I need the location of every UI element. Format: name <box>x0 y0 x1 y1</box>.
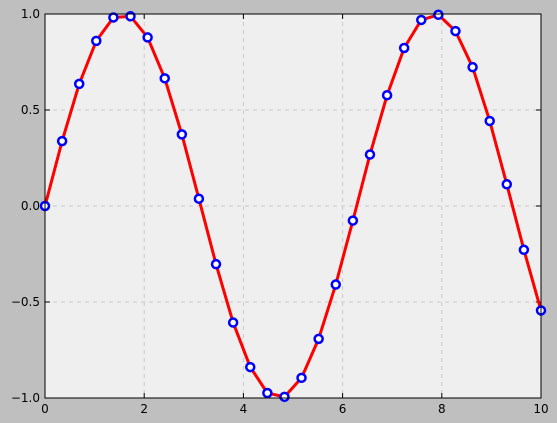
data-point <box>484 115 495 127</box>
x-tick-label: 0 <box>41 402 49 416</box>
x-tick-label: 6 <box>339 402 347 416</box>
data-point <box>56 135 68 147</box>
data-point <box>227 317 239 328</box>
tick-labels: 0 2 4 6 8 10 −1.0 −0.5 0.0 0.5 1.0 <box>11 7 549 416</box>
data-point <box>193 193 205 204</box>
data-point <box>108 12 119 23</box>
data-point <box>73 78 85 90</box>
data-point <box>262 387 273 399</box>
data-point <box>450 25 461 37</box>
data-point <box>381 89 393 101</box>
y-tick-label: −1.0 <box>11 391 40 405</box>
axes-frame <box>44 13 542 399</box>
x-tick-label: 10 <box>533 402 548 416</box>
x-tick-label: 8 <box>438 402 446 416</box>
y-tick-label: 0.5 <box>21 103 40 117</box>
y-tick-label: 0.0 <box>21 199 40 213</box>
data-point <box>330 279 342 290</box>
data-point <box>210 258 222 270</box>
grid-lines <box>45 14 541 398</box>
data-point <box>398 42 410 54</box>
x-tick-label: 4 <box>240 402 248 416</box>
data-point <box>176 129 188 140</box>
data-point <box>433 9 444 21</box>
data-point <box>142 32 153 43</box>
data-point <box>296 372 307 384</box>
data-point <box>501 179 513 190</box>
data-point <box>416 14 427 26</box>
data-point <box>518 244 530 256</box>
y-tick-label: 1.0 <box>21 7 40 21</box>
data-point <box>347 215 359 226</box>
data-point <box>159 73 170 84</box>
data-point <box>279 391 290 403</box>
y-tick-label: −0.5 <box>11 295 40 309</box>
data-point <box>313 333 324 345</box>
data-point <box>244 361 256 373</box>
data-point <box>467 61 478 73</box>
x-tick-label: 2 <box>140 402 148 416</box>
data-point <box>364 149 376 160</box>
data-point <box>91 35 102 47</box>
